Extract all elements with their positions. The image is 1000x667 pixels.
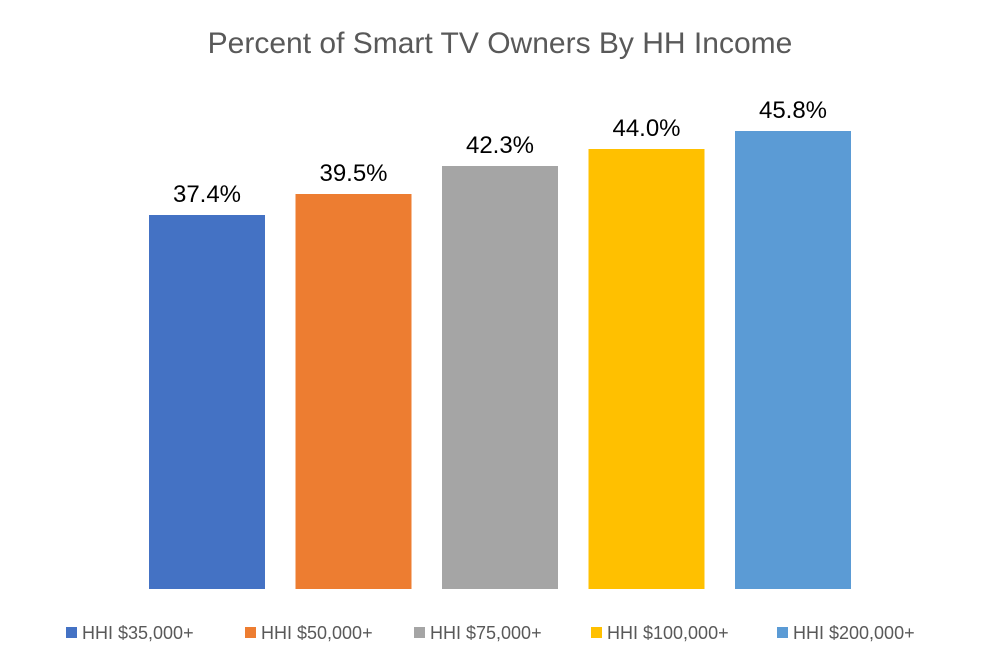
legend-item-5: HHI $200,000+	[777, 623, 915, 643]
bars-group	[149, 131, 851, 589]
legend-label: HHI $50,000+	[261, 623, 373, 643]
legend: HHI $35,000+ HHI $50,000+ HHI $75,000+ HHI …	[66, 623, 915, 643]
chart-title: Percent of Smart TV Owners By HH Income	[208, 27, 793, 60]
data-label-5: 45.8%	[759, 97, 827, 124]
bar-5	[735, 131, 851, 589]
legend-label: HHI $100,000+	[607, 623, 729, 643]
data-labels-group: 37.4% 39.5% 42.3% 44.0% 45.8%	[173, 97, 827, 208]
data-label-1: 37.4%	[173, 181, 241, 208]
bar-4	[588, 149, 705, 589]
legend-item-3: HHI $75,000+	[414, 623, 542, 643]
legend-marker	[245, 627, 256, 638]
data-label-2: 39.5%	[319, 160, 387, 187]
bar-2	[295, 194, 412, 589]
legend-marker	[777, 627, 788, 638]
bar-3	[442, 166, 558, 589]
legend-label: HHI $35,000+	[82, 623, 194, 643]
legend-item-1: HHI $35,000+	[66, 623, 194, 643]
bar-1	[149, 215, 265, 589]
legend-item-4: HHI $100,000+	[591, 623, 729, 643]
data-label-3: 42.3%	[466, 132, 534, 159]
data-label-4: 44.0%	[612, 115, 680, 142]
legend-item-2: HHI $50,000+	[245, 623, 373, 643]
legend-marker	[591, 627, 602, 638]
legend-marker	[66, 627, 77, 638]
legend-label: HHI $75,000+	[430, 623, 542, 643]
legend-marker	[414, 627, 425, 638]
legend-label: HHI $200,000+	[793, 623, 915, 643]
